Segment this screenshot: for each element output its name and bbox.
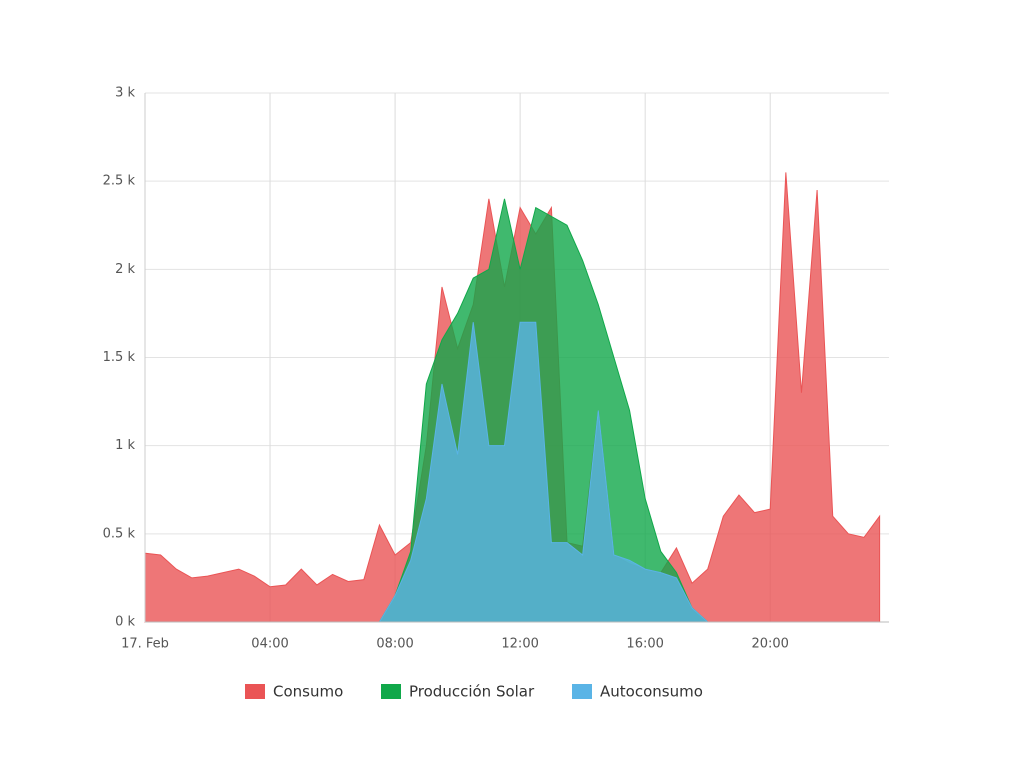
x-tick-label: 12:00 bbox=[501, 637, 538, 652]
y-tick-label: 2.5 k bbox=[103, 174, 136, 189]
legend-label: Autoconsumo bbox=[600, 683, 703, 701]
y-tick-label: 0 k bbox=[115, 615, 135, 630]
x-tick-label: 16:00 bbox=[626, 637, 663, 652]
x-tick-label: 17. Feb bbox=[121, 637, 169, 652]
y-tick-label: 3 k bbox=[115, 86, 135, 101]
y-tick-label: 0.5 k bbox=[103, 526, 136, 541]
legend-label: Producción Solar bbox=[409, 683, 535, 701]
legend-swatch bbox=[381, 684, 401, 699]
legend-swatch bbox=[572, 684, 592, 699]
y-tick-label: 1 k bbox=[115, 438, 135, 453]
x-tick-label: 20:00 bbox=[751, 637, 788, 652]
legend-label: Consumo bbox=[273, 683, 343, 701]
x-tick-label: 04:00 bbox=[251, 637, 288, 652]
legend-swatch bbox=[245, 684, 265, 699]
y-tick-label: 2 k bbox=[115, 262, 135, 277]
x-tick-label: 08:00 bbox=[376, 637, 413, 652]
y-tick-label: 1.5 k bbox=[103, 350, 136, 365]
